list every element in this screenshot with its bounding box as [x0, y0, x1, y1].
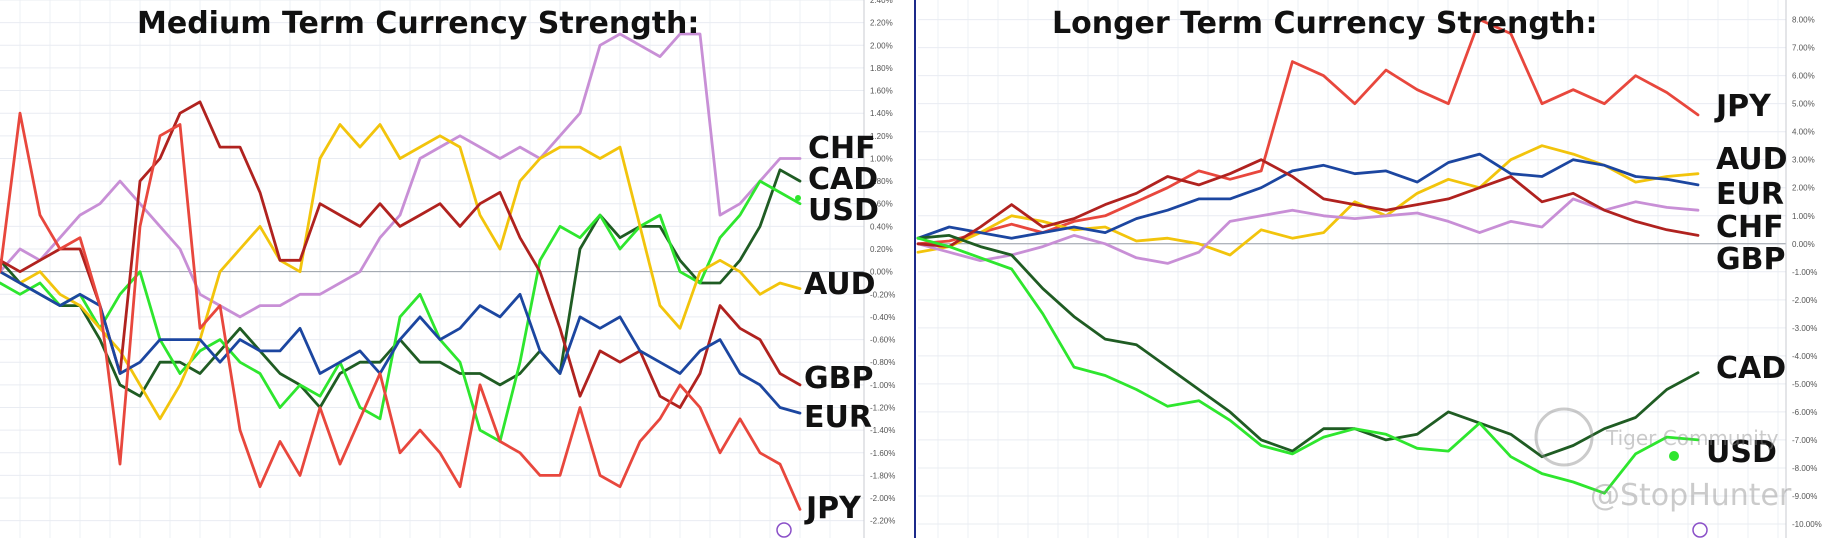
y-tick-label: 1.80% — [870, 64, 893, 73]
y-tick-label: 2.00% — [870, 41, 893, 50]
y-tick-label: -5.00% — [1792, 380, 1817, 389]
y-tick-label: -0.20% — [870, 290, 895, 299]
series-line-aud — [916, 144, 1700, 257]
y-tick-label: 0.40% — [870, 222, 893, 231]
series-line-eur — [916, 152, 1700, 240]
series-line-gbp — [0, 100, 802, 409]
right-label-jpy: JPY — [1716, 89, 1771, 124]
y-tick-label: 0.80% — [870, 177, 893, 186]
y-tick-label: -2.00% — [1792, 296, 1817, 305]
y-tick-label: 8.00% — [1792, 16, 1815, 25]
y-tick-label: -0.40% — [870, 313, 895, 322]
y-tick-label: -9.00% — [1792, 492, 1817, 501]
right-label-aud: AUD — [1716, 142, 1788, 177]
longer-term-title: Longer Term Currency Strength: — [1052, 6, 1598, 41]
left-label-aud: AUD — [804, 267, 876, 302]
y-tick-label: -0.80% — [870, 358, 895, 367]
y-tick-label: 2.20% — [870, 19, 893, 28]
y-tick-label: -4.00% — [1792, 352, 1817, 361]
tiger-logo-icon — [1534, 407, 1594, 467]
y-tick-label: 0.00% — [1792, 240, 1815, 249]
series-line-usd — [0, 179, 802, 443]
series-line-chf — [916, 197, 1700, 265]
panel-divider — [914, 0, 916, 538]
right-label-eur: EUR — [1716, 177, 1784, 212]
y-tick-label: 1.00% — [870, 154, 893, 163]
y-tick-label: 0.60% — [870, 200, 893, 209]
left-label-cad: CAD — [808, 162, 879, 197]
left-label-gbp: GBP — [804, 361, 874, 396]
series-line-gbp — [916, 158, 1700, 249]
left-label-chf: CHF — [808, 131, 876, 166]
y-tick-label: 5.00% — [1792, 100, 1815, 109]
y-tick-label: -1.00% — [1792, 268, 1817, 277]
series-line-usd — [916, 236, 1700, 495]
y-tick-label: 2.40% — [870, 0, 893, 5]
y-tick-label: -6.00% — [1792, 408, 1817, 417]
y-tick-label: -2.20% — [870, 517, 895, 526]
series-line-chf — [0, 32, 802, 319]
watermark-community: Tiger Community — [1606, 426, 1779, 450]
usd-dot-marker — [1669, 451, 1679, 461]
y-tick-label: -1.00% — [870, 381, 895, 390]
right-label-usd: USD — [1706, 435, 1777, 470]
series-line-aud — [0, 123, 802, 421]
medium-term-title: Medium Term Currency Strength: — [137, 6, 700, 41]
left-label-eur: EUR — [804, 400, 872, 435]
lightning-icon — [776, 522, 792, 538]
usd-dot-marker — [795, 195, 801, 201]
y-tick-label: -1.20% — [870, 403, 895, 412]
y-tick-label: 1.20% — [870, 132, 893, 141]
right-label-chf: CHF — [1716, 210, 1784, 245]
y-tick-label: -8.00% — [1792, 464, 1817, 473]
series-line-jpy — [0, 111, 802, 511]
y-tick-label: 7.00% — [1792, 44, 1815, 53]
y-tick-label: -1.40% — [870, 426, 895, 435]
y-tick-label: 2.00% — [1792, 184, 1815, 193]
y-tick-label: 1.00% — [1792, 212, 1815, 221]
y-tick-label: 1.60% — [870, 87, 893, 96]
right-label-gbp: GBP — [1716, 242, 1786, 277]
y-tick-label: 6.00% — [1792, 72, 1815, 81]
left-label-jpy: JPY — [806, 491, 861, 526]
y-tick-label: -0.60% — [870, 336, 895, 345]
y-tick-label: -1.80% — [870, 471, 895, 480]
left-label-usd: USD — [808, 193, 879, 228]
watermark-handle: @StopHunter — [1590, 478, 1792, 513]
y-tick-label: -2.00% — [870, 494, 895, 503]
y-tick-label: 3.00% — [1792, 156, 1815, 165]
series-line-cad — [916, 233, 1700, 459]
y-tick-label: -10.00% — [1792, 520, 1822, 529]
y-tick-label: -1.60% — [870, 449, 895, 458]
y-tick-label: 1.40% — [870, 109, 893, 118]
series-line-eur — [0, 270, 802, 415]
y-tick-label: 0.00% — [870, 268, 893, 277]
y-tick-label: 0.20% — [870, 245, 893, 254]
y-tick-label: -7.00% — [1792, 436, 1817, 445]
y-tick-label: 4.00% — [1792, 128, 1815, 137]
y-tick-label: -3.00% — [1792, 324, 1817, 333]
right-label-cad: CAD — [1716, 351, 1787, 386]
lightning-icon — [1692, 522, 1708, 538]
